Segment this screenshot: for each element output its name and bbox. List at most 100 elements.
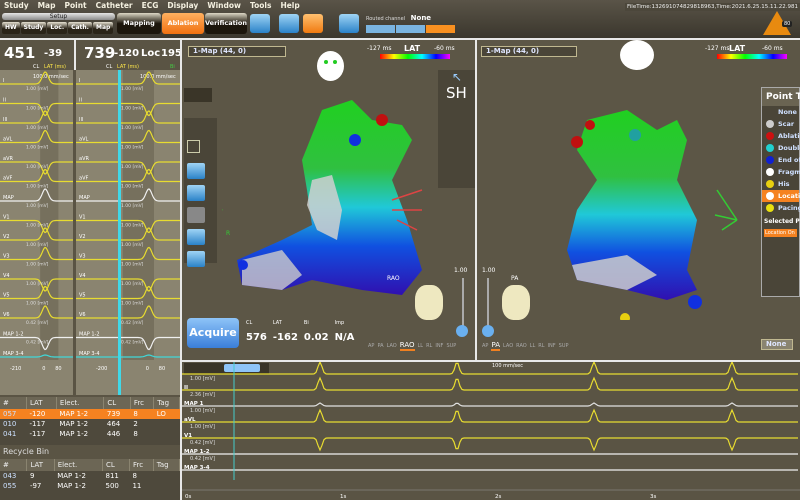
point-type-item[interactable]: None (762, 106, 799, 118)
point-type-item[interactable]: Ablatio (762, 130, 800, 142)
menu-study[interactable]: Study (4, 1, 29, 10)
field-label: Bi (303, 320, 309, 326)
view-rao[interactable]: RAO (516, 343, 527, 349)
column-header[interactable]: Frc (129, 459, 154, 471)
lead-label: aVL (79, 137, 88, 143)
menu-help[interactable]: Help (280, 1, 300, 10)
view-sup[interactable]: SUP (446, 343, 457, 349)
column-header[interactable]: # (0, 459, 28, 471)
point-type-item[interactable]: His (762, 178, 799, 190)
column-header[interactable]: # (0, 397, 27, 409)
point-type-item[interactable]: Scar (762, 118, 799, 130)
point-color-icon (766, 168, 774, 176)
view-sup[interactable]: SUP (558, 343, 569, 349)
menu-ecg[interactable]: ECG (141, 1, 159, 10)
point-type-item[interactable]: End of (762, 154, 800, 166)
column-header[interactable]: Elect. (54, 459, 104, 471)
heart-icon[interactable] (250, 14, 270, 33)
mode-ablation[interactable]: Ablation (162, 13, 204, 34)
lead-label: V5 (3, 293, 10, 299)
lead-scale: 1.00 [mV] (26, 262, 49, 268)
point-type-item[interactable]: Location (762, 190, 800, 202)
tool-1-icon[interactable] (187, 163, 205, 179)
view-inf[interactable]: INF (547, 343, 556, 349)
mode-mapping[interactable]: Mapping (117, 13, 161, 34)
freeze-button[interactable] (224, 364, 260, 372)
setup-tab-1[interactable]: Study (20, 22, 47, 34)
view-inf[interactable]: INF (435, 343, 444, 349)
view-lao[interactable]: LAO (386, 343, 397, 349)
menu-window[interactable]: Window (207, 1, 241, 10)
selected-point-value[interactable]: Location On (764, 229, 797, 237)
column-header[interactable]: LAT (26, 459, 55, 471)
view-ap[interactable]: AP (368, 343, 375, 349)
view-ll[interactable]: LL (529, 343, 536, 349)
setup-tab-0[interactable]: HW (2, 22, 20, 34)
acquire-button[interactable]: Acquire (187, 318, 239, 348)
column-header[interactable]: Tag (153, 459, 181, 471)
routed-btn-1[interactable] (366, 25, 395, 33)
map-selector-right[interactable]: 1-Map (44, 0) (481, 46, 577, 57)
zoom-slider[interactable] (462, 278, 464, 328)
zoom-down-button[interactable] (482, 325, 494, 337)
tool-2-icon[interactable] (187, 185, 205, 201)
routed-btn-2[interactable] (396, 25, 425, 33)
table-row[interactable]: 055 -97 MAP 1-2 500 11 (0, 481, 180, 491)
camera-icon[interactable] (303, 14, 323, 33)
view-pa[interactable]: PA (377, 343, 384, 349)
map-view-left[interactable]: 1-Map (44, 0) -127 ms LAT -60 ms ↖ SH R … (182, 40, 475, 360)
points-toggle-icon[interactable] (184, 88, 212, 102)
mode-verification[interactable]: Verification (205, 13, 247, 34)
tool-5-icon[interactable] (187, 251, 205, 267)
tool-3-icon[interactable] (187, 207, 205, 223)
column-header[interactable]: Frc (130, 397, 155, 409)
view-ll[interactable]: LL (417, 343, 424, 349)
strip-toolbar[interactable] (184, 363, 269, 374)
menu-display[interactable]: Display (167, 1, 199, 10)
setup-tab-3[interactable]: Cath. (68, 22, 92, 34)
column-header[interactable]: CL (103, 397, 131, 409)
view-lao[interactable]: LAO (503, 343, 514, 349)
view-rao[interactable]: RAO (399, 341, 415, 351)
point-type-item[interactable]: Pacing (762, 202, 800, 214)
menu-catheter[interactable]: Catheter (95, 1, 133, 10)
zoom-down-button[interactable] (456, 325, 468, 337)
column-header[interactable]: Tag (153, 397, 180, 409)
pointer-icon[interactable]: ↖ (452, 70, 463, 84)
point-type-item[interactable]: Fragme (762, 166, 800, 178)
map-selector-left[interactable]: 1-Map (44, 0) (188, 46, 286, 57)
view-pa[interactable]: PA (491, 341, 500, 351)
view-rl[interactable]: RL (538, 343, 545, 349)
table-row[interactable]: 010 -117 MAP 1-2 464 2 (0, 419, 180, 429)
strip-speed: 100 mm/sec (492, 363, 523, 369)
catheter-icon[interactable] (279, 14, 299, 33)
routed-btn-3[interactable] (426, 25, 455, 33)
lead-scale: 1.00 [mV] (121, 184, 144, 190)
column-header[interactable]: CL (102, 459, 130, 471)
menu-map[interactable]: Map (37, 1, 56, 10)
field-value: 0.02 (303, 332, 329, 343)
setup-tab-2[interactable]: Loc. (47, 22, 68, 34)
setup-tab-4[interactable]: Map (92, 22, 114, 34)
point-filter-dropdown[interactable]: None (761, 339, 793, 350)
table-row[interactable]: 057 -120 MAP 1-2 739 8 LO (0, 409, 180, 419)
display-icon[interactable] (339, 14, 359, 33)
tool-4-icon[interactable] (187, 229, 205, 245)
view-rl[interactable]: RL (426, 343, 433, 349)
menu-tools[interactable]: Tools (249, 1, 272, 10)
pause-icon[interactable] (187, 140, 200, 153)
column-header[interactable]: Elect. (56, 397, 105, 409)
table-row[interactable]: 041 -117 MAP 1-2 446 8 (0, 429, 180, 439)
column-header[interactable]: LAT (26, 397, 57, 409)
menu-point[interactable]: Point (64, 1, 87, 10)
map-view-right[interactable]: 1-Map (44, 0) -127 ms LAT -60 ms 1.00 PA… (477, 40, 800, 360)
waveform-v3 (0, 246, 73, 261)
table-cell: 057 (0, 409, 27, 419)
zoom-slider[interactable] (487, 278, 489, 328)
routed-value[interactable]: None (410, 14, 432, 22)
view-ap[interactable]: AP (482, 343, 489, 349)
table-row[interactable]: 043 9 MAP 1-2 811 8 (0, 471, 180, 481)
lead-label: V2 (3, 234, 10, 240)
point-type-item[interactable]: Double (762, 142, 800, 154)
